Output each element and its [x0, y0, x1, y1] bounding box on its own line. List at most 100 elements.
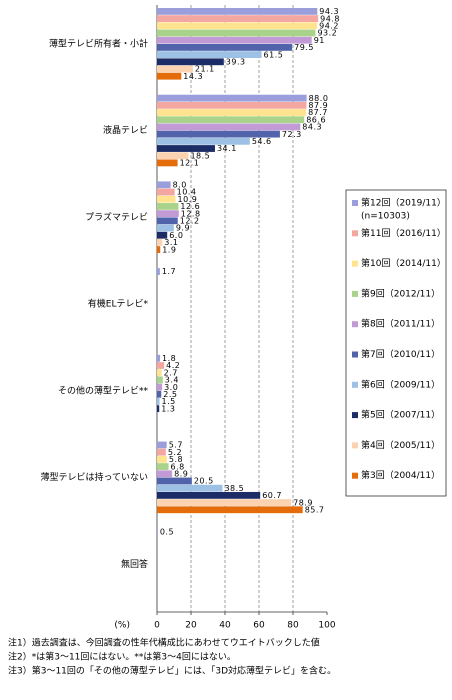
value-label: 6.8: [171, 462, 185, 471]
value-label: 94.8: [320, 14, 340, 23]
bar: [157, 137, 250, 145]
legend-note: (n=10303): [361, 212, 410, 222]
bar: [157, 145, 215, 152]
value-label: 12.8: [181, 209, 201, 218]
bar: [157, 268, 160, 275]
value-label: 87.7: [308, 108, 328, 117]
note: 注3）第3～11回の「その他の薄型テレビ」には、「3D対応薄型テレビ」を含む。: [8, 665, 336, 677]
legend-swatch: [352, 290, 358, 297]
value-label: 1.8: [162, 354, 176, 363]
bar: [157, 470, 173, 478]
note: 注1）過去調査は、今回調査の性年代構成比にあわせてウエイトバックした値: [8, 637, 320, 649]
bar: [157, 477, 192, 485]
bar: [157, 376, 163, 384]
value-label: 93.2: [317, 29, 337, 38]
legend-box: [345, 189, 447, 497]
bar: [157, 51, 262, 58]
legend-label: 第8回（2011/11）: [361, 318, 440, 330]
legend-swatch: [352, 200, 358, 206]
bar: [157, 484, 223, 492]
value-label: 60.7: [262, 491, 282, 500]
value-label: 1.9: [162, 245, 176, 254]
legend-swatch: [352, 260, 358, 267]
bar: [157, 455, 167, 463]
value-label: 12.1: [180, 159, 200, 168]
value-label: 78.9: [293, 498, 313, 507]
bar: [157, 58, 224, 66]
bar: [157, 188, 175, 196]
x-axis-label: (%): [114, 621, 130, 631]
bar: [157, 369, 162, 377]
bar: [157, 506, 303, 514]
value-label: 5.7: [169, 441, 183, 450]
bar: [157, 130, 280, 138]
x-tick-label: 0: [154, 621, 160, 631]
value-label: 86.6: [306, 115, 326, 124]
value-label: 39.3: [226, 58, 246, 67]
value-label: 21.1: [195, 65, 215, 74]
value-label: 12.6: [180, 202, 200, 211]
value-label: 12.2: [180, 217, 200, 226]
bar: [157, 36, 312, 44]
value-label: 54.6: [252, 137, 272, 146]
category-label: プラズマテレビ: [85, 211, 148, 223]
value-label: 79.5: [294, 43, 314, 52]
bar: [157, 8, 318, 15]
legend-swatch: [352, 472, 358, 479]
bar: [157, 203, 179, 210]
value-label: 2.5: [163, 390, 177, 399]
legend-label: 第6回（2009/11）: [361, 378, 440, 390]
value-label: 9.9: [176, 224, 190, 233]
value-label: 6.0: [169, 231, 183, 240]
legend-swatch: [352, 412, 358, 419]
value-label: 94.2: [319, 22, 339, 31]
value-label: 20.5: [194, 477, 214, 486]
value-label: 1.5: [162, 397, 176, 406]
value-label: 14.3: [183, 72, 203, 81]
bar: [157, 231, 168, 239]
bar: [157, 210, 179, 218]
legend-label: 第3回（2004/11）: [361, 469, 440, 481]
value-label: 72.3: [282, 130, 302, 139]
legend-swatch: [352, 442, 358, 449]
bar: [157, 246, 161, 254]
bar: [157, 383, 163, 391]
value-label: 91: [314, 36, 325, 45]
value-label: 38.5: [224, 484, 244, 493]
bar: [157, 15, 319, 22]
bar: [157, 72, 182, 80]
bar: [157, 499, 292, 506]
value-label: 85.7: [305, 505, 325, 514]
legend-label: 第4回（2005/11）: [361, 439, 440, 451]
value-label: 4.2: [166, 361, 180, 370]
bar: [157, 362, 165, 369]
value-label: 84.3: [302, 123, 322, 132]
legend-label: 第7回（2010/11）: [361, 348, 440, 360]
legend-swatch: [352, 381, 358, 388]
bar: [157, 159, 178, 167]
category-label: その他の薄型テレビ**: [58, 384, 149, 396]
bar: [157, 217, 178, 225]
bar: [157, 123, 301, 131]
value-label: 3.0: [164, 383, 178, 392]
note: 注2）*は第3～11回にはない。**は第3～4回にはない。: [8, 651, 236, 663]
bar: [157, 354, 161, 362]
category-label: 液晶テレビ: [103, 124, 148, 136]
bar: [157, 29, 316, 37]
value-label: 3.1: [164, 238, 178, 247]
bar: [157, 109, 307, 116]
bar: [157, 441, 167, 449]
value-label: 5.2: [168, 448, 182, 457]
value-label: 2.7: [164, 368, 178, 377]
bar: [157, 65, 193, 73]
bar: [157, 22, 318, 30]
legend-label: 第9回（2012/11）: [361, 287, 440, 299]
x-tick-label: 60: [253, 621, 265, 631]
category-label: 有機ELテレビ*: [88, 298, 149, 310]
bar: [157, 463, 169, 470]
value-label: 10.9: [178, 195, 198, 204]
bar: [157, 94, 307, 102]
legend-label: 第5回（2007/11）: [361, 409, 440, 421]
value-label: 8.0: [173, 181, 187, 190]
x-tick-label: 40: [219, 621, 231, 631]
